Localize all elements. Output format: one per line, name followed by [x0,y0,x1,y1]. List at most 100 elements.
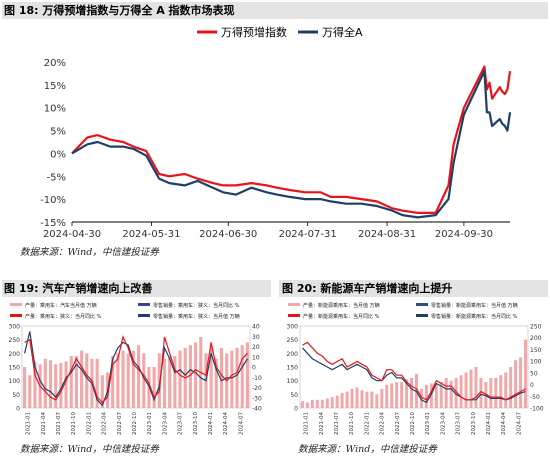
bar [434,383,438,408]
x-tick-label: 2024-07 [516,412,522,435]
bar [43,358,47,408]
fig19-source: 数据来源：Wind，中信建投证券 [20,444,159,455]
bar [504,372,508,408]
right-y-tick-label: 40 [252,324,260,331]
x-tick-label: 2022-04 [102,412,108,435]
x-tick-label: 2024-04-30 [43,229,101,240]
right-y-tick-label: 0 [530,382,534,389]
legend-label-1: 零售销量：乘用车：狭义：当月同比 % [153,302,240,309]
plot-frame [21,325,251,409]
x-tick-label: 2022-04 [380,412,386,435]
fig20-source: 数据来源：Wind，中信建投证券 [298,444,437,455]
legend-swatch-2 [10,314,22,317]
bar [410,377,414,408]
bar [74,356,78,408]
x-tick-label: 2021-04 [319,412,325,435]
left-y-tick-label: 200 [287,351,299,358]
bar [484,382,488,408]
left-y-tick-label: 250 [9,337,21,344]
right-y-tick-label: -30 [252,395,262,402]
bar [429,383,433,408]
x-tick-label: 2024-01 [486,412,492,435]
x-tick-label: 2022-07 [395,412,401,435]
bar [64,361,68,408]
x-tick-label: 2024-08-31 [358,229,416,240]
bar [489,377,493,408]
legend-label-1: 零售销量：新能源乘用车：当月值 万辆 [431,302,518,309]
bar [300,401,304,408]
bar [340,392,344,408]
bar [509,367,513,408]
bar [126,353,130,408]
x-tick-label: 2023-04 [162,412,168,435]
legend-swatch-3 [138,314,150,317]
bar [152,367,156,408]
x-tick-label: 2021-01 [26,412,32,435]
right-y-tick-label: 200 [530,335,542,342]
bar [395,382,399,408]
bar [370,391,374,408]
left-y-tick-label: 50 [12,392,20,399]
bar [137,345,141,408]
bar [519,357,523,408]
right-y-tick-label: 20 [252,344,260,351]
bar [219,347,224,408]
left-y-tick-label: 0 [16,406,20,413]
right-y-tick-label: 30 [252,334,260,341]
series-line-navy [24,331,248,407]
left-y-tick-label: 300 [287,324,299,331]
bar [194,342,198,408]
bar [178,350,182,408]
bar [214,358,218,408]
bar [360,390,364,408]
bar [33,361,37,408]
series-line-navy [302,347,526,404]
bar [345,391,349,408]
x-tick-label: 2021-10 [71,412,77,435]
left-y-tick-label: 150 [287,365,299,372]
bar [80,350,84,408]
bar [454,377,458,408]
x-tick-label: 2023-01 [147,412,153,435]
right-y-tick-label: -20 [252,385,262,392]
right-y-tick-label: -100 [530,406,544,413]
x-tick-label: 2022-10 [132,412,138,435]
x-tick-label: 2023-10 [193,412,199,435]
legend-label-0: 产量：乘用车：汽车当月值 万辆 [25,302,97,309]
bar [330,397,334,408]
x-tick-label: 2024-07-31 [279,229,337,240]
y-tick-label: 5% [50,127,66,138]
right-y-tick-label: -40 [252,406,262,413]
legend-label-2: 产量：新能源乘用车：当月同比 % [303,313,380,320]
x-tick-label: 2024-07 [238,412,244,435]
legend-label-2: 产量：乘用车：狭义：当月同比 % [25,313,102,320]
bar [444,377,448,408]
left-y-tick-label: 100 [9,378,21,385]
bar [85,353,89,408]
x-tick-label: 2023-07 [456,412,462,435]
legend-swatch-1 [416,303,428,306]
x-tick-label: 2021-10 [349,412,355,435]
fig18-source: 数据来源：Wind，中信建投证券 [20,247,159,258]
bar [54,364,58,408]
left-y-tick-label: 250 [287,337,299,344]
y-tick-label: 10% [44,104,66,115]
legend-label-3: 零售销量：乘用车：狭义：当月值 万辆 [153,313,240,320]
bar [315,399,319,408]
bar [173,356,177,408]
legend-swatch-3 [416,314,428,317]
x-tick-label: 2024-04 [501,412,507,435]
bar [59,362,63,408]
fig20-title-bar [279,280,548,297]
bar [69,356,73,408]
bar [419,388,423,408]
left-y-tick-label: 300 [9,324,21,331]
bar [405,379,409,408]
legend-label-3: 零售销量：新能源乘用车：当月同比 % [431,313,518,320]
bar [240,345,244,408]
bar [23,367,27,408]
fig20-title: 图 20: 新能源车产销增速向上提升 [282,282,453,295]
bar [449,380,453,408]
right-y-tick-label: 250 [530,324,542,331]
bar [390,383,394,408]
